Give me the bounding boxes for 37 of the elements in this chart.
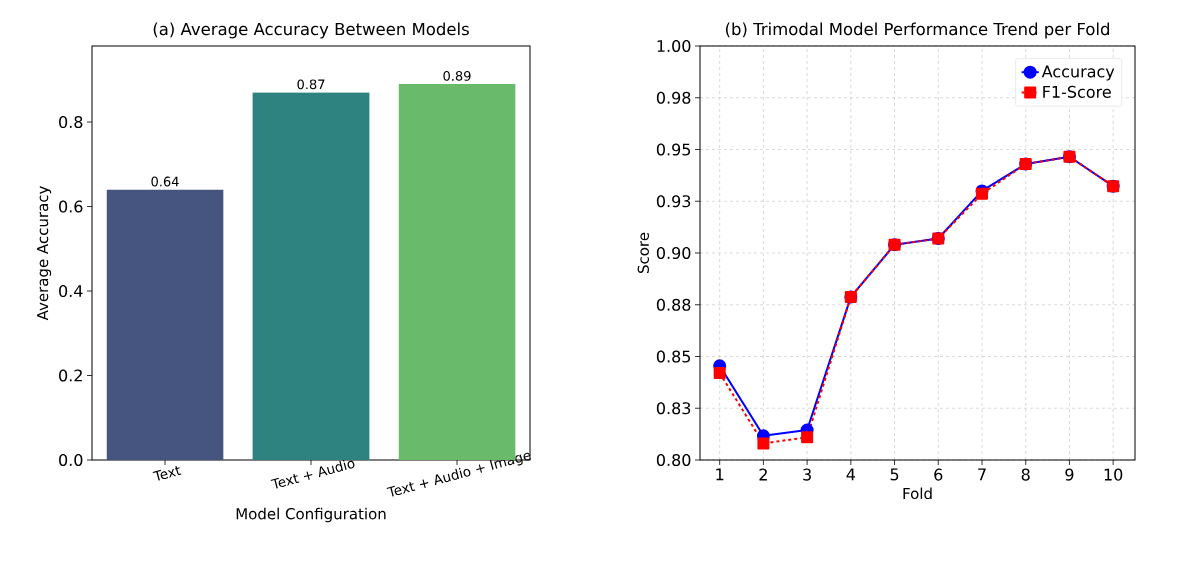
- x-tick-label: Text: [152, 465, 182, 481]
- x-tick-label: 10: [1104, 468, 1123, 481]
- y-tick-label: 0.0: [59, 453, 83, 467]
- x-tick-label: 3: [803, 468, 811, 481]
- x-tick-label: 2: [759, 468, 767, 481]
- y-tick-label: 0.2: [59, 369, 82, 382]
- x-tick-label: Text + Audio: [270, 459, 355, 489]
- x-tick-label: 1: [716, 468, 724, 481]
- y-tick-label: 0.80: [656, 453, 691, 467]
- legend-label: F1-Score: [1043, 85, 1111, 98]
- y-tick-label: 0.95: [656, 143, 691, 156]
- y-tick-label: 0.98: [656, 91, 691, 104]
- y-tick-label: 0.8: [59, 116, 83, 129]
- y-tick-label: 0.90: [656, 246, 691, 260]
- data-label: 0.87: [297, 79, 325, 90]
- x-tick-label: 8: [1021, 468, 1030, 481]
- x-axis-title: Model Configuration: [236, 507, 386, 523]
- y-tick-label: 0.83: [656, 402, 691, 415]
- data-label: 0.89: [443, 71, 471, 81]
- x-axis-title: Fold: [903, 487, 932, 500]
- chart-title: (a) Average Accuracy Between Models: [153, 22, 469, 39]
- x-tick-label: 7: [978, 468, 986, 481]
- chart-title: (b) Trimodal Model Performance Trend per Fold: [725, 22, 1109, 39]
- x-tick-label: 9: [1065, 468, 1074, 481]
- y-tick-label: 0.93: [656, 195, 691, 208]
- y-axis-title: Score: [637, 232, 649, 274]
- legend-label: Accuracy: [1041, 65, 1115, 81]
- y-tick-label: 0.6: [59, 200, 83, 213]
- y-tick-label: 0.85: [656, 350, 691, 363]
- y-tick-label: 0.4: [59, 284, 83, 298]
- y-tick-label: 1.00: [657, 39, 691, 53]
- x-tick-label: 5: [890, 468, 899, 481]
- y-tick-label: 0.88: [656, 298, 691, 311]
- y-axis-title: Average Accuracy: [37, 186, 52, 321]
- x-tick-label: 4: [846, 468, 856, 481]
- data-label: 0.64: [151, 176, 179, 187]
- x-tick-label: 6: [934, 468, 943, 481]
